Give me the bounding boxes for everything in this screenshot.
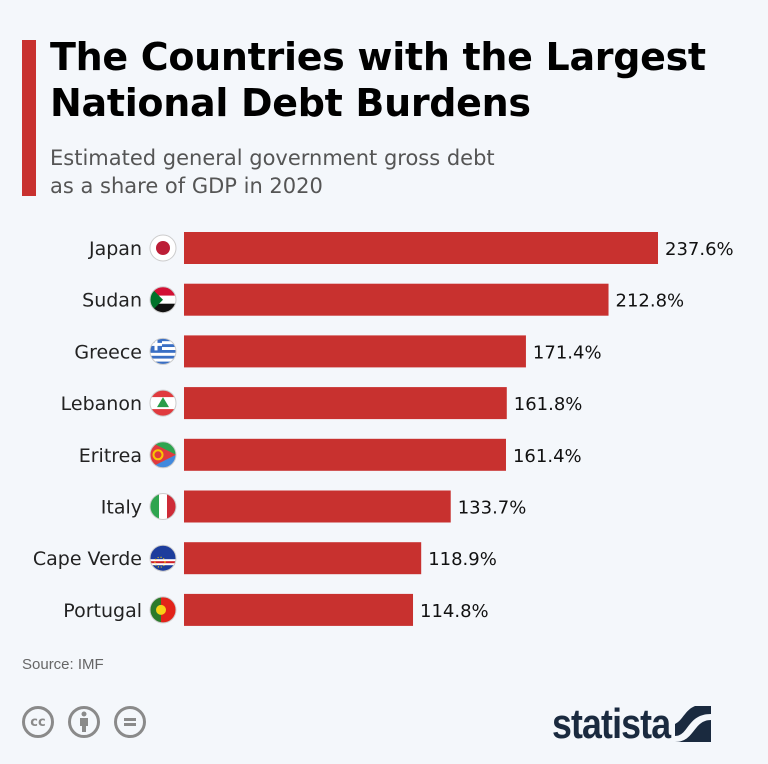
bar bbox=[184, 335, 526, 368]
category-label: Japan bbox=[88, 238, 142, 260]
cape-verde-flag-icon bbox=[150, 545, 176, 572]
subtitle-line: as a share of GDP in 2020 bbox=[50, 174, 323, 198]
value-label: 118.9% bbox=[428, 549, 497, 570]
value-label: 161.4% bbox=[513, 446, 582, 467]
subtitle-line: Estimated general government gross debt bbox=[50, 146, 495, 170]
category-label: Eritrea bbox=[79, 445, 142, 467]
value-label: 114.8% bbox=[420, 601, 489, 622]
lebanon-flag-icon bbox=[150, 390, 176, 417]
logo-text: statista bbox=[552, 700, 671, 747]
value-label: 237.6% bbox=[665, 239, 734, 260]
attribution-icon bbox=[68, 706, 100, 738]
no-derivatives-icon bbox=[114, 706, 146, 738]
bar bbox=[184, 387, 507, 420]
sudan-flag-icon bbox=[150, 286, 176, 313]
statista-logo: statista bbox=[552, 700, 712, 748]
flag-border bbox=[149, 544, 177, 572]
flag-border bbox=[149, 441, 177, 469]
bar bbox=[184, 542, 422, 575]
value-label: 133.7% bbox=[458, 498, 527, 519]
bar bbox=[184, 593, 414, 626]
bar-chart: Japan 237.6% Sudan 212.8% Greece 171.4% Lebano… bbox=[33, 232, 734, 626]
source-note: Source: IMF bbox=[22, 656, 104, 673]
bar bbox=[184, 232, 658, 264]
flag-border bbox=[149, 234, 177, 262]
chart-title: The Countries with the Largest National … bbox=[50, 35, 706, 125]
flag-border bbox=[149, 286, 177, 314]
value-label: 161.8% bbox=[514, 394, 583, 415]
category-label: Lebanon bbox=[61, 393, 142, 415]
value-label: 212.8% bbox=[616, 291, 685, 312]
japan-flag-icon bbox=[150, 235, 176, 261]
chart-subtitle: Estimated general government gross debt … bbox=[50, 144, 495, 200]
cc-icon: cc bbox=[22, 706, 54, 738]
bar bbox=[184, 438, 506, 471]
bar bbox=[184, 283, 609, 316]
category-label: Portugal bbox=[63, 600, 142, 622]
italy-flag-icon bbox=[150, 493, 176, 520]
value-label: 171.4% bbox=[533, 342, 602, 363]
category-label: Italy bbox=[101, 497, 142, 519]
category-label: Cape Verde bbox=[33, 548, 142, 570]
flag-border bbox=[149, 493, 177, 520]
statista-logo-icon bbox=[675, 706, 712, 742]
portugal-flag-icon bbox=[150, 596, 176, 623]
flag-border bbox=[149, 596, 177, 624]
eritrea-flag-icon bbox=[150, 441, 176, 468]
flag-border bbox=[149, 337, 177, 365]
title-accent-bar bbox=[22, 40, 36, 196]
bar bbox=[184, 490, 451, 523]
category-label: Greece bbox=[74, 341, 142, 363]
flag-border bbox=[149, 389, 177, 417]
category-label: Sudan bbox=[82, 290, 142, 312]
